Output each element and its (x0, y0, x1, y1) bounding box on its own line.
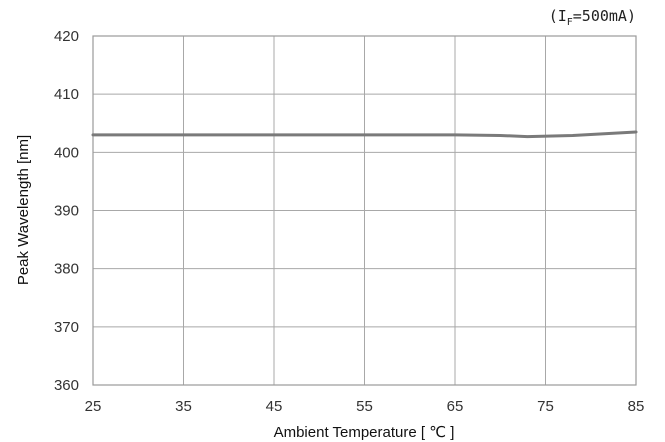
y-tick-label: 400 (54, 144, 79, 161)
y-tick-label: 360 (54, 377, 79, 394)
y-tick-label: 420 (54, 28, 79, 45)
grid (92, 35, 637, 386)
y-axis-ticks: 360 370 380 390 400 410 420 (54, 28, 79, 394)
x-tick-label: 85 (628, 398, 645, 415)
y-tick-label: 390 (54, 203, 79, 220)
y-tick-label: 380 (54, 261, 79, 278)
x-axis-ticks: 25 35 45 55 65 75 85 (85, 398, 645, 415)
y-axis-title: Peak Wavelength [nm] (15, 135, 32, 285)
x-tick-label: 55 (356, 398, 373, 415)
x-tick-label: 35 (175, 398, 192, 415)
y-tick-label: 370 (54, 319, 79, 336)
x-tick-label: 65 (447, 398, 464, 415)
y-tick-label: 410 (54, 86, 79, 103)
x-tick-label: 45 (266, 398, 283, 415)
series-group (91, 130, 638, 139)
test-condition-annotation: (IF=500mA) (549, 7, 636, 28)
x-tick-label: 25 (85, 398, 102, 415)
series-line (91, 130, 638, 139)
x-tick-label: 75 (537, 398, 554, 415)
x-axis-title: Ambient Temperature [ ℃ ] (274, 424, 455, 441)
plot-area-frame (92, 35, 637, 386)
